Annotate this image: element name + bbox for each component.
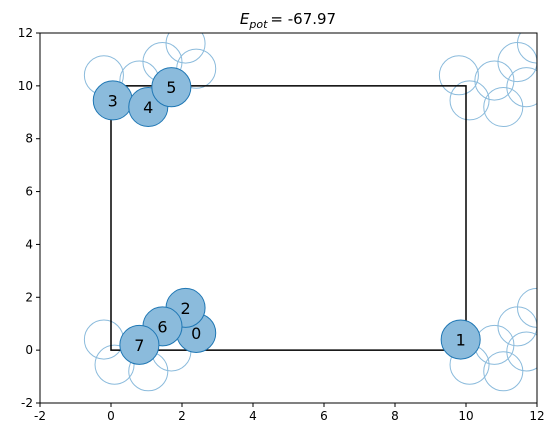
image-atom-marker — [94, 344, 135, 385]
y-tick-label: 12 — [18, 26, 33, 40]
title-value: = -67.97 — [270, 10, 336, 28]
plot-frame — [39, 32, 538, 404]
image-atom-marker — [474, 60, 515, 101]
x-tick-label: 6 — [320, 409, 328, 423]
image-atom-marker — [483, 351, 524, 392]
y-tick-label: 2 — [25, 290, 33, 304]
atom-label: 6 — [157, 317, 167, 336]
chart-title: Epot = -67.97 — [240, 10, 336, 31]
image-atom-marker — [483, 86, 524, 128]
y-tick-label: 10 — [18, 79, 33, 93]
atom-label: 1 — [456, 331, 466, 350]
atom-marker — [440, 319, 481, 360]
image-atom-marker — [449, 80, 490, 121]
atom-marker — [119, 324, 160, 365]
x-tick-label: 10 — [458, 409, 473, 423]
atom-label: 4 — [143, 98, 153, 117]
y-tick-label: -2 — [21, 396, 33, 410]
x-axis: -2 0 2 4 6 8 10 12 — [34, 403, 545, 423]
y-tick-label: 6 — [25, 185, 33, 199]
image-atom-marker — [506, 331, 537, 372]
x-tick-label: 2 — [178, 409, 186, 423]
title-subscript: pot — [248, 18, 268, 31]
atom-label: 7 — [134, 336, 144, 355]
atom-label: 0 — [191, 324, 201, 343]
x-tick-label: 8 — [391, 409, 399, 423]
image-atom-marker — [506, 67, 537, 108]
x-tick-label: 4 — [249, 409, 257, 423]
title-symbol: E — [240, 10, 250, 28]
y-tick-label: 8 — [25, 132, 33, 146]
image-atom-marker — [438, 55, 479, 96]
x-tick-label: -2 — [34, 409, 46, 423]
atom-label: 5 — [166, 78, 176, 97]
atom-marker — [151, 67, 192, 108]
x-tick-label: 0 — [107, 409, 115, 423]
cell-boundary — [110, 85, 467, 351]
atom-label: 2 — [180, 299, 190, 318]
y-tick-label: 4 — [25, 237, 33, 251]
image-atom-marker — [83, 319, 124, 360]
simulation-cell — [110, 85, 467, 351]
y-tick-label: 0 — [25, 343, 33, 357]
image-atom-marker — [165, 33, 206, 64]
atom-label: 3 — [108, 91, 118, 110]
y-axis: -2 0 2 4 6 8 10 12 — [18, 26, 40, 410]
x-tick-label: 12 — [529, 409, 544, 423]
